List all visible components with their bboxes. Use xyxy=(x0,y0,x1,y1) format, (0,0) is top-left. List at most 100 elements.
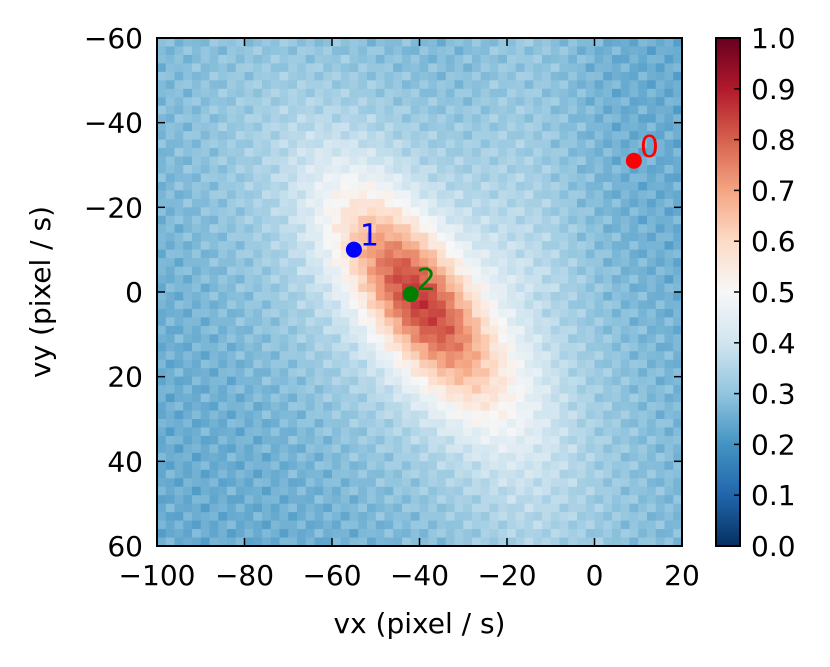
heatmap-cell xyxy=(612,300,622,310)
heatmap-cell xyxy=(489,435,499,445)
heatmap-cell xyxy=(655,529,666,539)
heatmap-cell xyxy=(235,469,246,479)
heatmap-cell xyxy=(463,46,473,56)
heatmap-cell xyxy=(209,131,219,141)
heatmap-cell xyxy=(235,232,246,242)
heatmap-cell xyxy=(375,275,386,285)
heatmap-cell xyxy=(585,292,596,302)
heatmap-cell xyxy=(480,46,491,56)
heatmap-cell xyxy=(454,139,464,149)
heatmap-cell xyxy=(419,368,429,378)
heatmap-cell xyxy=(620,88,631,98)
heatmap-cell xyxy=(655,478,666,488)
heatmap-cell xyxy=(200,139,211,149)
heatmap-cell xyxy=(559,393,569,403)
heatmap-cell xyxy=(314,215,324,225)
heatmap-cell xyxy=(585,97,596,107)
heatmap-cell xyxy=(358,131,368,141)
heatmap-cell xyxy=(559,122,569,132)
heatmap-cell xyxy=(192,46,202,56)
heatmap-cell xyxy=(428,148,438,158)
heatmap-cell xyxy=(664,105,674,115)
heatmap-cell xyxy=(384,258,394,268)
heatmap-cell xyxy=(410,156,421,166)
heatmap-cell xyxy=(594,334,604,344)
heatmap-cell xyxy=(349,266,359,276)
heatmap-cell xyxy=(629,105,639,115)
heatmap-cell xyxy=(655,368,666,378)
heatmap-cell xyxy=(192,148,202,158)
heatmap-cell xyxy=(183,88,193,98)
heatmap-cell xyxy=(472,452,482,462)
heatmap-cell xyxy=(655,495,666,505)
heatmap-cell xyxy=(533,63,543,73)
heatmap-cell xyxy=(472,410,482,420)
heatmap-cell xyxy=(393,359,403,369)
heatmap-cell xyxy=(603,393,613,403)
heatmap-cell xyxy=(480,435,491,445)
heatmap-cell xyxy=(235,342,246,352)
heatmap-cell xyxy=(227,165,237,175)
heatmap-cell xyxy=(603,46,613,56)
heatmap-cell xyxy=(262,325,272,335)
heatmap-cell xyxy=(323,148,333,158)
heatmap-cell xyxy=(165,131,176,141)
heatmap-cell xyxy=(664,478,674,488)
heatmap-cell xyxy=(585,529,596,539)
heatmap-cell xyxy=(192,131,202,141)
heatmap-cell xyxy=(559,207,569,217)
heatmap-cell xyxy=(270,537,281,546)
heatmap-cell xyxy=(218,173,228,183)
heatmap-cell xyxy=(533,452,543,462)
heatmap-cell xyxy=(515,156,526,166)
heatmap-cell xyxy=(358,393,368,403)
heatmap-cell xyxy=(550,410,561,420)
heatmap-cell xyxy=(314,292,324,302)
heatmap-cell xyxy=(367,215,377,225)
heatmap-cell xyxy=(235,181,246,191)
heatmap-cell xyxy=(612,503,622,513)
heatmap-cell xyxy=(428,419,438,429)
heatmap-cell xyxy=(227,139,237,149)
heatmap-cell xyxy=(445,342,456,352)
heatmap-cell xyxy=(533,114,543,124)
heatmap-cell xyxy=(612,105,622,115)
heatmap-cell xyxy=(270,215,281,225)
heatmap-cell xyxy=(489,520,499,530)
heatmap-cell xyxy=(262,495,272,505)
heatmap-cell xyxy=(384,190,394,200)
heatmap-cell xyxy=(638,520,648,530)
heatmap-cell xyxy=(629,97,639,107)
heatmap-cell xyxy=(200,165,211,175)
heatmap-cell xyxy=(165,410,176,420)
heatmap-cell xyxy=(585,359,596,369)
heatmap-cell xyxy=(183,512,193,522)
heatmap-cell xyxy=(253,224,263,234)
heatmap-cell xyxy=(550,232,561,242)
heatmap-cell xyxy=(183,241,193,251)
heatmap-cell xyxy=(507,495,517,505)
heatmap-cell xyxy=(279,435,289,445)
heatmap-cell xyxy=(270,469,281,479)
heatmap-cell xyxy=(568,444,578,454)
heatmap-cell xyxy=(358,410,368,420)
heatmap-cell xyxy=(454,452,464,462)
heatmap-cell xyxy=(577,469,587,479)
heatmap-cell xyxy=(655,275,666,285)
heatmap-cell xyxy=(638,63,648,73)
heatmap-cell xyxy=(165,308,176,318)
heatmap-cell xyxy=(445,495,456,505)
heatmap-cell xyxy=(288,419,298,429)
heatmap-cell xyxy=(568,512,578,522)
heatmap-cell xyxy=(227,292,237,302)
heatmap-cell xyxy=(262,122,272,132)
heatmap-cell xyxy=(472,376,482,386)
heatmap-cell xyxy=(262,444,272,454)
heatmap-cell xyxy=(542,198,552,208)
heatmap-cell xyxy=(507,105,517,115)
heatmap-cell xyxy=(297,393,307,403)
heatmap-cell xyxy=(253,232,263,242)
heatmap-cell xyxy=(428,198,438,208)
heatmap-cell xyxy=(428,469,438,479)
heatmap-cell xyxy=(419,122,429,132)
